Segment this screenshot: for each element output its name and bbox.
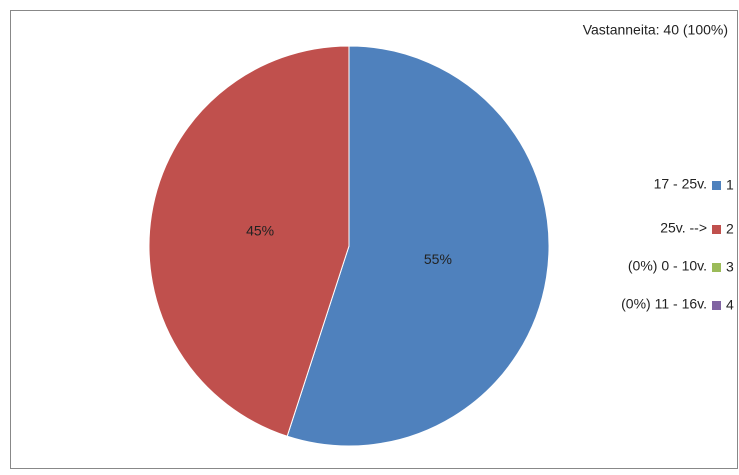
legend-label: 25v. --> bbox=[660, 220, 707, 236]
legend-swatch bbox=[712, 225, 721, 234]
pie-slice bbox=[148, 45, 350, 437]
legend-swatch bbox=[712, 263, 721, 272]
legend-label: (0%) 0 - 10v. bbox=[628, 258, 707, 274]
legend-label: (0%) 11 - 16v. bbox=[621, 296, 707, 312]
legend-key: 2 bbox=[726, 221, 734, 237]
legend-key: 4 bbox=[726, 297, 734, 313]
slice-label: 45% bbox=[246, 223, 274, 239]
legend-label: 17 - 25v. bbox=[654, 176, 707, 192]
pie-slice bbox=[286, 45, 550, 447]
slice-label: 55% bbox=[424, 251, 452, 267]
legend-key: 1 bbox=[726, 177, 734, 193]
legend-swatch bbox=[712, 181, 721, 190]
legend-swatch bbox=[712, 301, 721, 310]
respondents-note: Vastanneita: 40 (100%) bbox=[583, 22, 728, 38]
legend-key: 3 bbox=[726, 259, 734, 275]
